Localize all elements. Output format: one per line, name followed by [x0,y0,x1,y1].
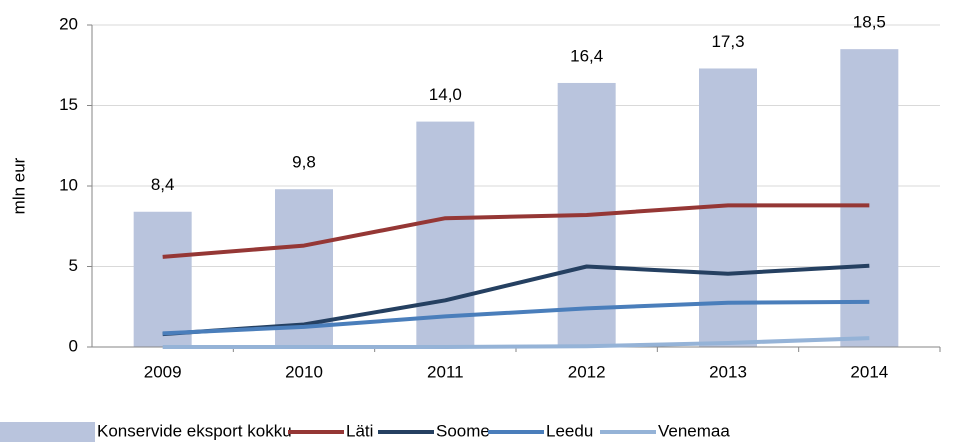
line [162,203,870,259]
data-label: 9,8 [292,153,316,172]
legend-label: Venemaa [658,421,730,440]
y-tick-label: 10 [59,175,78,194]
bar [416,121,475,347]
x-tick-label: 2012 [568,362,606,381]
x-tick-label: 2010 [285,362,323,381]
legend-label: Läti [346,421,373,440]
y-tick-label: 0 [69,336,78,355]
data-label: 16,4 [570,46,603,65]
x-tick-label: 2013 [709,362,747,381]
x-tick-label: 2014 [850,362,888,381]
data-label: 18,5 [853,13,886,32]
y-tick-label: 20 [59,14,78,33]
legend-label: Soome [436,421,490,440]
y-tick-label: 15 [59,95,78,114]
x-tick-label: 2009 [144,362,182,381]
y-axis-label: mln eur [9,157,28,214]
line [162,336,870,349]
legend-label: Leedu [546,421,593,440]
bar [840,49,899,348]
data-label: 17,3 [711,32,744,51]
bar [133,211,192,347]
data-label: 14,0 [429,85,462,104]
line [162,299,870,336]
y-tick-label: 5 [69,256,78,275]
legend-label: Konservide eksport kokku [97,421,292,440]
line [162,263,870,337]
x-tick-label: 2011 [427,362,464,381]
legend-swatch [0,422,95,442]
data-label: 8,4 [151,175,175,194]
